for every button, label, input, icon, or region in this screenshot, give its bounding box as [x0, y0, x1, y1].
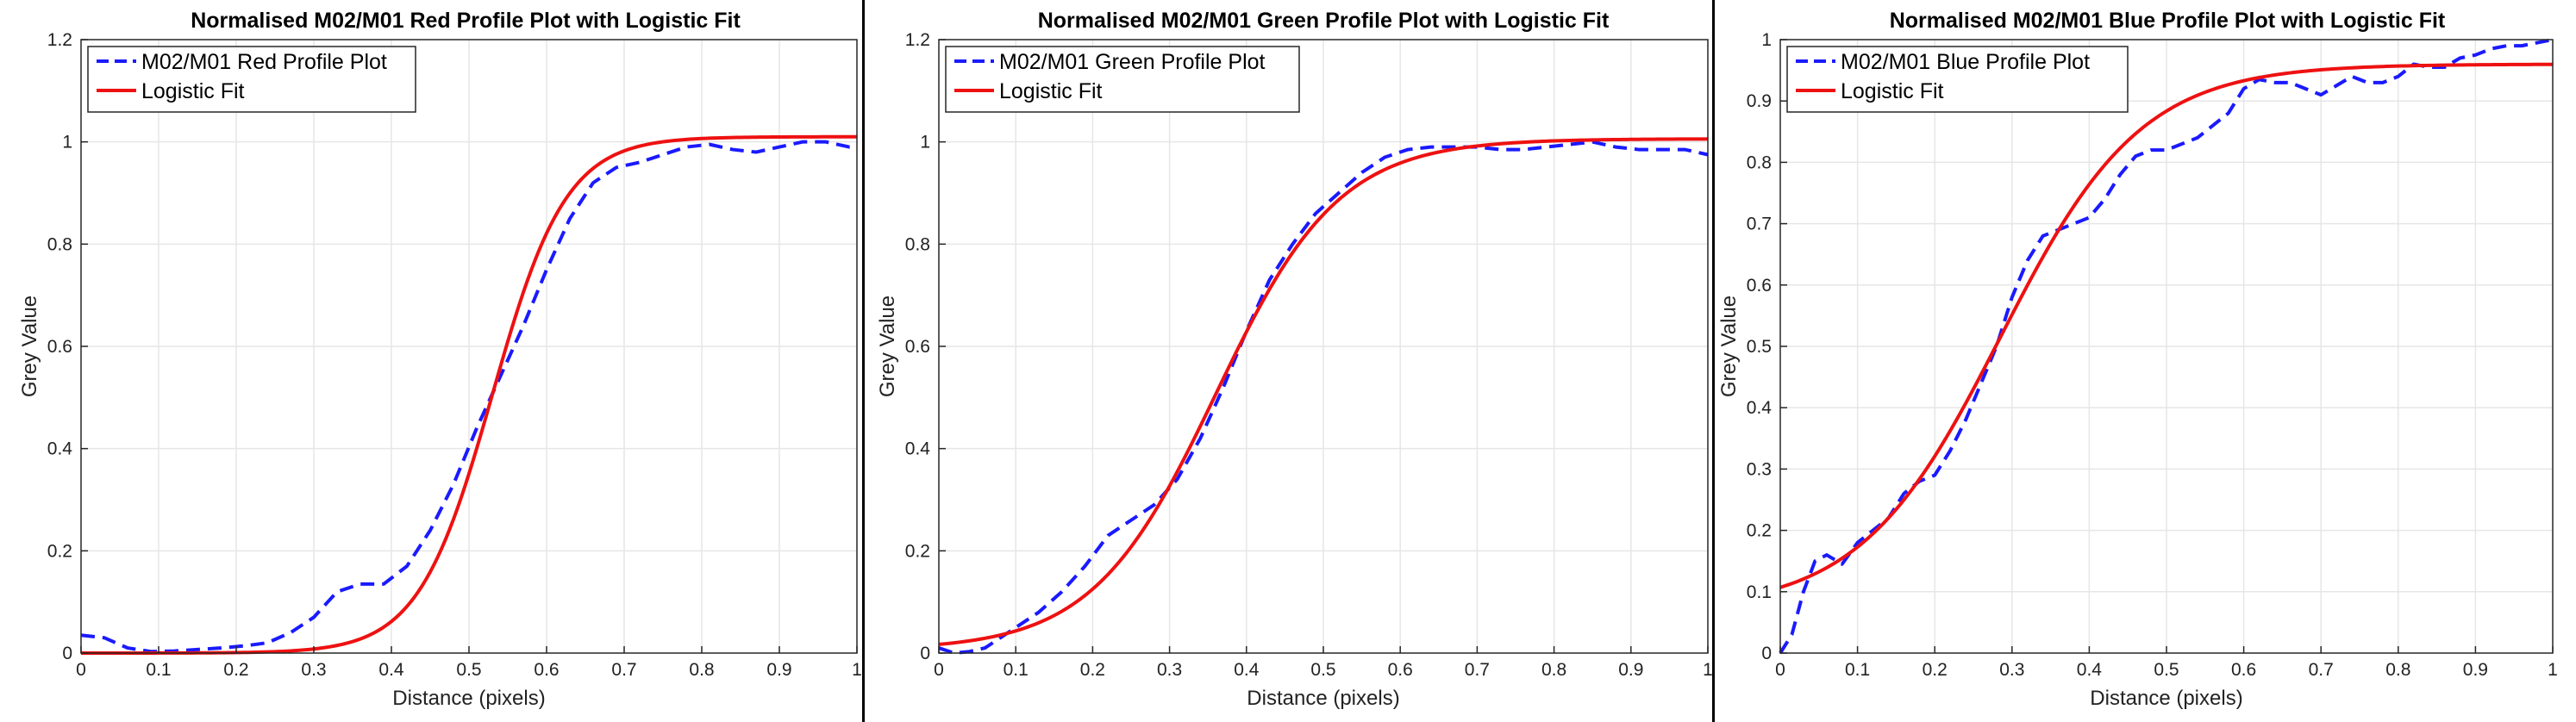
green-y-tick-label-4: 0.8: [905, 234, 930, 254]
red-x-tick-label-8: 0.8: [689, 660, 714, 680]
green-y-tick-label-3: 0.6: [905, 337, 930, 357]
blue-x-axis-label: Distance (pixels): [2090, 687, 2242, 710]
blue-logistic-fit-line: [1779, 62, 2554, 589]
blue-y-tick-label-5: 0.5: [1747, 337, 1772, 357]
red-y-tick-label-5: 1: [62, 133, 72, 152]
blue-x-tick-label-10: 1: [2548, 660, 2558, 680]
blue-y-tick-label-2: 0.2: [1747, 521, 1772, 541]
blue-y-tick-label-3: 0.3: [1747, 459, 1772, 479]
green-y-axis-label: Grey Value: [876, 296, 899, 397]
red-x-tick-label-4: 0.4: [378, 660, 404, 680]
blue-y-tick-label-4: 0.4: [1747, 398, 1773, 418]
green-legend-box: [945, 46, 1300, 113]
blue-y-tick-label-1: 0.1: [1747, 582, 1772, 602]
green-legend-label-0: M02/M01 Green Profile Plot: [999, 50, 1266, 74]
blue-y-tick-label-8: 0.8: [1747, 152, 1772, 172]
green-y-tick-label-6: 1.2: [905, 30, 930, 50]
blue-x-tick-label-7: 0.7: [2309, 660, 2334, 680]
green-x-tick-label-0: 0: [934, 660, 944, 680]
green-y-tick-label-2: 0.4: [905, 439, 931, 459]
red-y-tick-label-4: 0.8: [47, 234, 72, 254]
green-y-tick-label-5: 1: [920, 133, 930, 152]
green-logistic-fit-line: [938, 137, 1709, 646]
green-x-axis-label: Distance (pixels): [1247, 687, 1399, 710]
red-x-tick-label-1: 0.1: [146, 660, 171, 680]
red-y-tick-label-0: 0: [62, 644, 72, 663]
blue-x-tick-label-3: 0.3: [1999, 660, 2024, 680]
red-chart-title: Normalised M02/M01 Red Profile Plot with…: [191, 9, 741, 33]
blue-legend-box: [1786, 46, 2129, 113]
red-y-tick-label-3: 0.6: [47, 337, 72, 357]
blue-x-tick-label-6: 0.6: [2231, 660, 2256, 680]
blue-x-tick-label-2: 0.2: [1923, 660, 1948, 680]
red-x-tick-label-0: 0: [76, 660, 86, 680]
red-legend-label-0: M02/M01 Red Profile Plot: [141, 50, 387, 74]
green-x-tick-label-7: 0.7: [1465, 660, 1490, 680]
blue-x-tick-label-8: 0.8: [2385, 660, 2410, 680]
green-x-tick-label-3: 0.3: [1157, 660, 1182, 680]
panel-divider-1: [862, 0, 865, 722]
blue-x-tick-label-4: 0.4: [2077, 660, 2103, 680]
red-y-tick-label-6: 1.2: [47, 30, 72, 50]
red-x-axis-label: Distance (pixels): [392, 687, 545, 710]
green-x-tick-label-10: 1: [1703, 660, 1712, 680]
red-x-tick-label-2: 0.2: [223, 660, 248, 680]
blue-x-tick-label-9: 0.9: [2463, 660, 2488, 680]
red-profile-chart: 0 0.1 0.2 0.3 0.4 0.5 0.6 0.7 0.8 0.9 1 0 0.2 0.4 0.6 0…: [18, 9, 862, 710]
blue-profile-chart: 0 0.1 0.2 0.3 0.4 0.5 0.6 0.7 0.8 0.9 1 0 0.1 0.2 0.3 0…: [1717, 9, 2558, 710]
red-x-tick-label-6: 0.6: [534, 660, 559, 680]
blue-y-tick-label-7: 0.7: [1747, 215, 1772, 234]
green-x-tick-label-5: 0.5: [1310, 660, 1335, 680]
red-y-axis-label: Grey Value: [18, 296, 41, 397]
blue-y-tick-label-6: 0.6: [1747, 276, 1772, 296]
green-profile-line: [938, 140, 1709, 655]
panel-divider-2: [1712, 0, 1715, 722]
blue-legend-label-1: Logistic Fit: [1841, 79, 1944, 103]
green-x-tick-label-2: 0.2: [1080, 660, 1105, 680]
green-legend-label-1: Logistic Fit: [999, 79, 1103, 103]
green-x-tick-label-1: 0.1: [1004, 660, 1029, 680]
red-x-tick-label-5: 0.5: [456, 660, 481, 680]
red-x-tick-label-9: 0.9: [766, 660, 791, 680]
red-x-tick-label-3: 0.3: [301, 660, 326, 680]
green-x-tick-label-9: 0.9: [1618, 660, 1643, 680]
red-x-tick-label-10: 1: [852, 660, 862, 680]
red-y-tick-label-2: 0.4: [47, 439, 73, 459]
blue-y-axis-label: Grey Value: [1717, 296, 1741, 397]
red-x-tick-label-7: 0.7: [611, 660, 636, 680]
green-x-tick-label-6: 0.6: [1388, 660, 1413, 680]
green-x-tick-label-4: 0.4: [1234, 660, 1260, 680]
blue-x-tick-label-5: 0.5: [2154, 660, 2179, 680]
green-y-tick-label-0: 0: [920, 644, 930, 663]
red-y-tick-label-1: 0.2: [47, 541, 72, 561]
blue-x-tick-label-0: 0: [1775, 660, 1785, 680]
red-profile-line: [80, 140, 857, 654]
blue-y-tick-label-10: 1: [1761, 30, 1772, 50]
blue-y-tick-label-9: 0.9: [1747, 91, 1772, 111]
green-profile-chart: 0 0.1 0.2 0.3 0.4 0.5 0.6 0.7 0.8 0.9 1 0 0.2 0.4 0.6 0…: [876, 9, 1712, 710]
red-legend-label-1: Logistic Fit: [141, 79, 245, 103]
blue-chart-title: Normalised M02/M01 Blue Profile Plot wit…: [1890, 9, 2446, 33]
blue-x-tick-label-1: 0.1: [1845, 660, 1870, 680]
blue-legend-label-0: M02/M01 Blue Profile Plot: [1841, 50, 2090, 74]
green-y-tick-label-1: 0.2: [905, 541, 930, 561]
red-legend-box: [87, 46, 416, 113]
green-chart-title: Normalised M02/M01 Green Profile Plot wi…: [1038, 9, 1610, 33]
blue-y-tick-label-0: 0: [1761, 644, 1772, 663]
green-x-tick-label-8: 0.8: [1541, 660, 1566, 680]
